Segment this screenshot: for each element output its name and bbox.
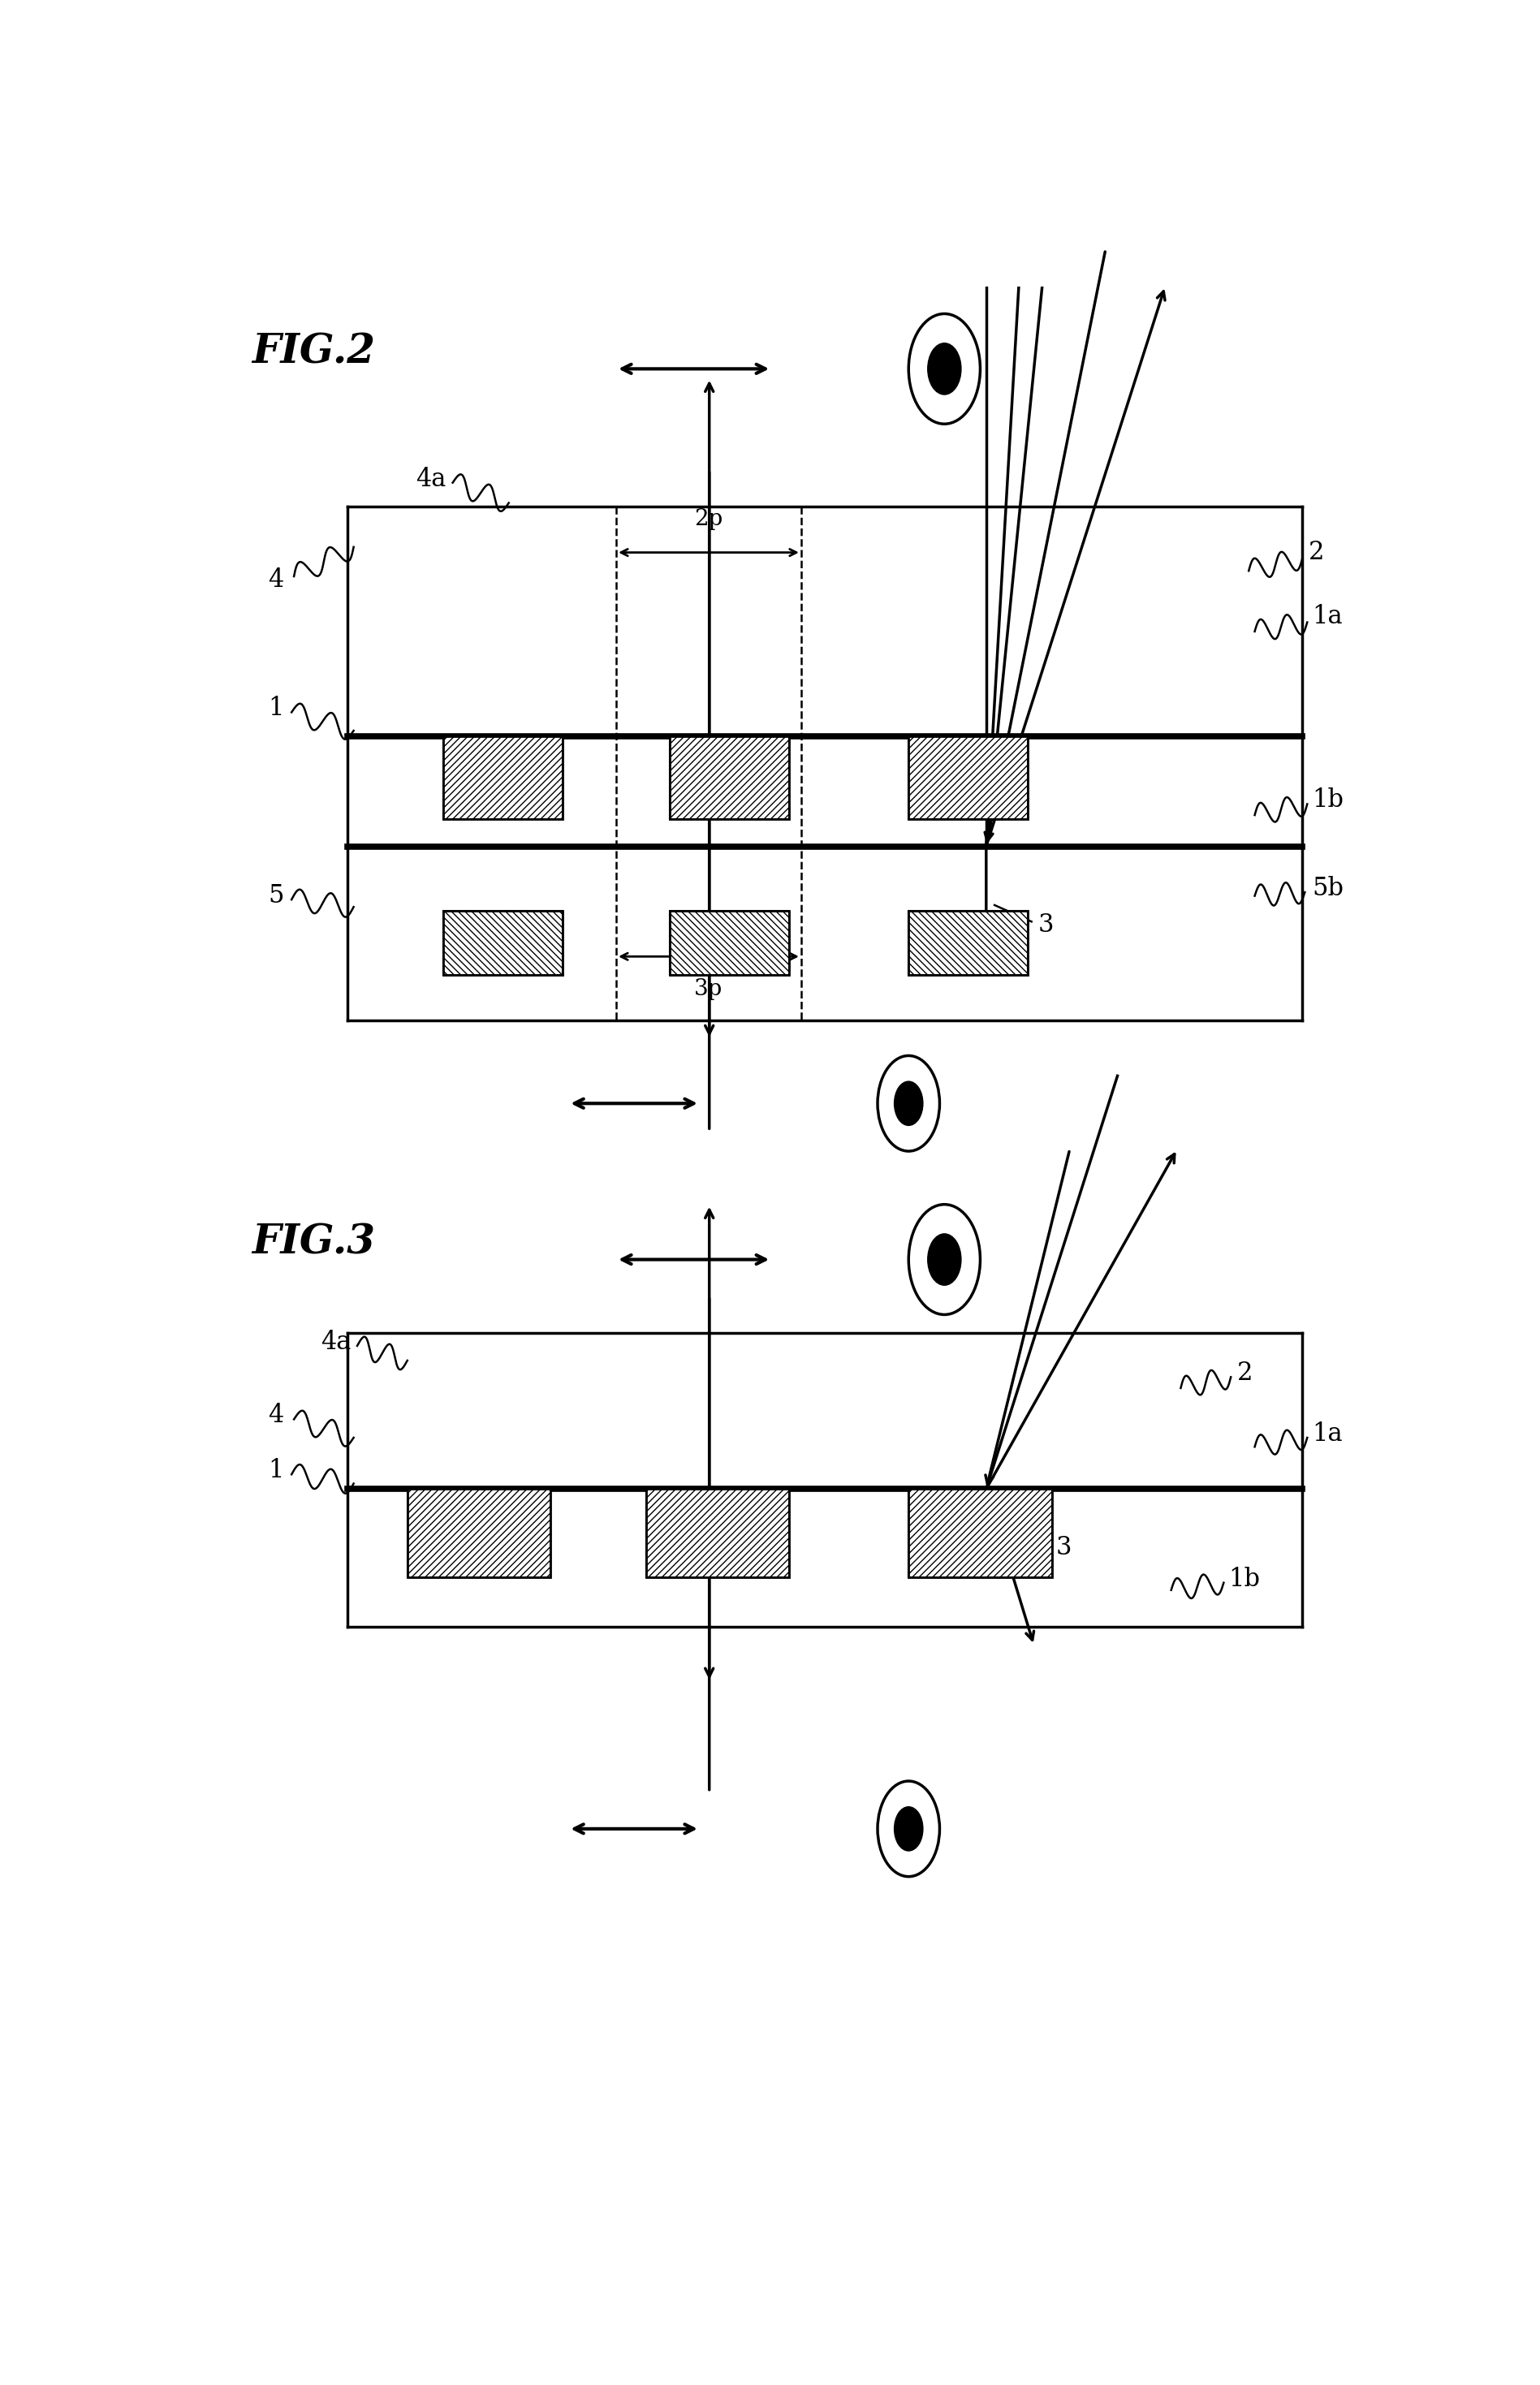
Bar <box>444 737 562 818</box>
Bar <box>909 1488 1052 1576</box>
Text: 2p: 2p <box>695 508 722 529</box>
Text: 2: 2 <box>1309 539 1324 565</box>
Bar <box>670 737 790 818</box>
Text: 4: 4 <box>268 568 283 591</box>
Text: 5b: 5b <box>1312 875 1344 902</box>
Text: 4: 4 <box>268 1402 283 1429</box>
Bar <box>670 911 790 975</box>
Bar <box>909 737 1029 818</box>
Text: FIG.3: FIG.3 <box>253 1224 376 1262</box>
Text: 2: 2 <box>1237 1362 1252 1386</box>
Bar <box>444 911 562 975</box>
Text: 1b: 1b <box>1229 1567 1260 1591</box>
Circle shape <box>909 1204 981 1314</box>
Text: 1: 1 <box>268 1457 283 1483</box>
Text: 3: 3 <box>1038 913 1053 937</box>
Text: FIG.2: FIG.2 <box>253 332 376 372</box>
Text: 3: 3 <box>1056 1536 1072 1560</box>
Bar <box>407 1488 551 1576</box>
Text: 1b: 1b <box>1312 787 1344 813</box>
Bar <box>909 911 1029 975</box>
Bar <box>909 737 1029 818</box>
Text: 1a: 1a <box>1312 603 1343 630</box>
Bar <box>444 911 562 975</box>
Circle shape <box>927 343 961 394</box>
Text: 4a: 4a <box>320 1328 351 1355</box>
Bar <box>444 737 562 818</box>
Text: 1a: 1a <box>1312 1421 1343 1448</box>
Bar <box>670 911 790 975</box>
Text: 3p: 3p <box>695 978 722 999</box>
Bar <box>647 1488 790 1576</box>
Text: 1: 1 <box>268 696 283 720</box>
Circle shape <box>878 1782 939 1877</box>
Text: 4a: 4a <box>416 467 447 491</box>
Text: 5: 5 <box>268 882 283 909</box>
Circle shape <box>895 1808 922 1851</box>
Circle shape <box>909 315 981 425</box>
Circle shape <box>895 1080 922 1126</box>
Bar <box>909 1488 1052 1576</box>
Circle shape <box>878 1057 939 1152</box>
Bar <box>909 911 1029 975</box>
Bar <box>407 1488 551 1576</box>
Bar <box>670 737 790 818</box>
Bar <box>647 1488 790 1576</box>
Circle shape <box>927 1233 961 1286</box>
